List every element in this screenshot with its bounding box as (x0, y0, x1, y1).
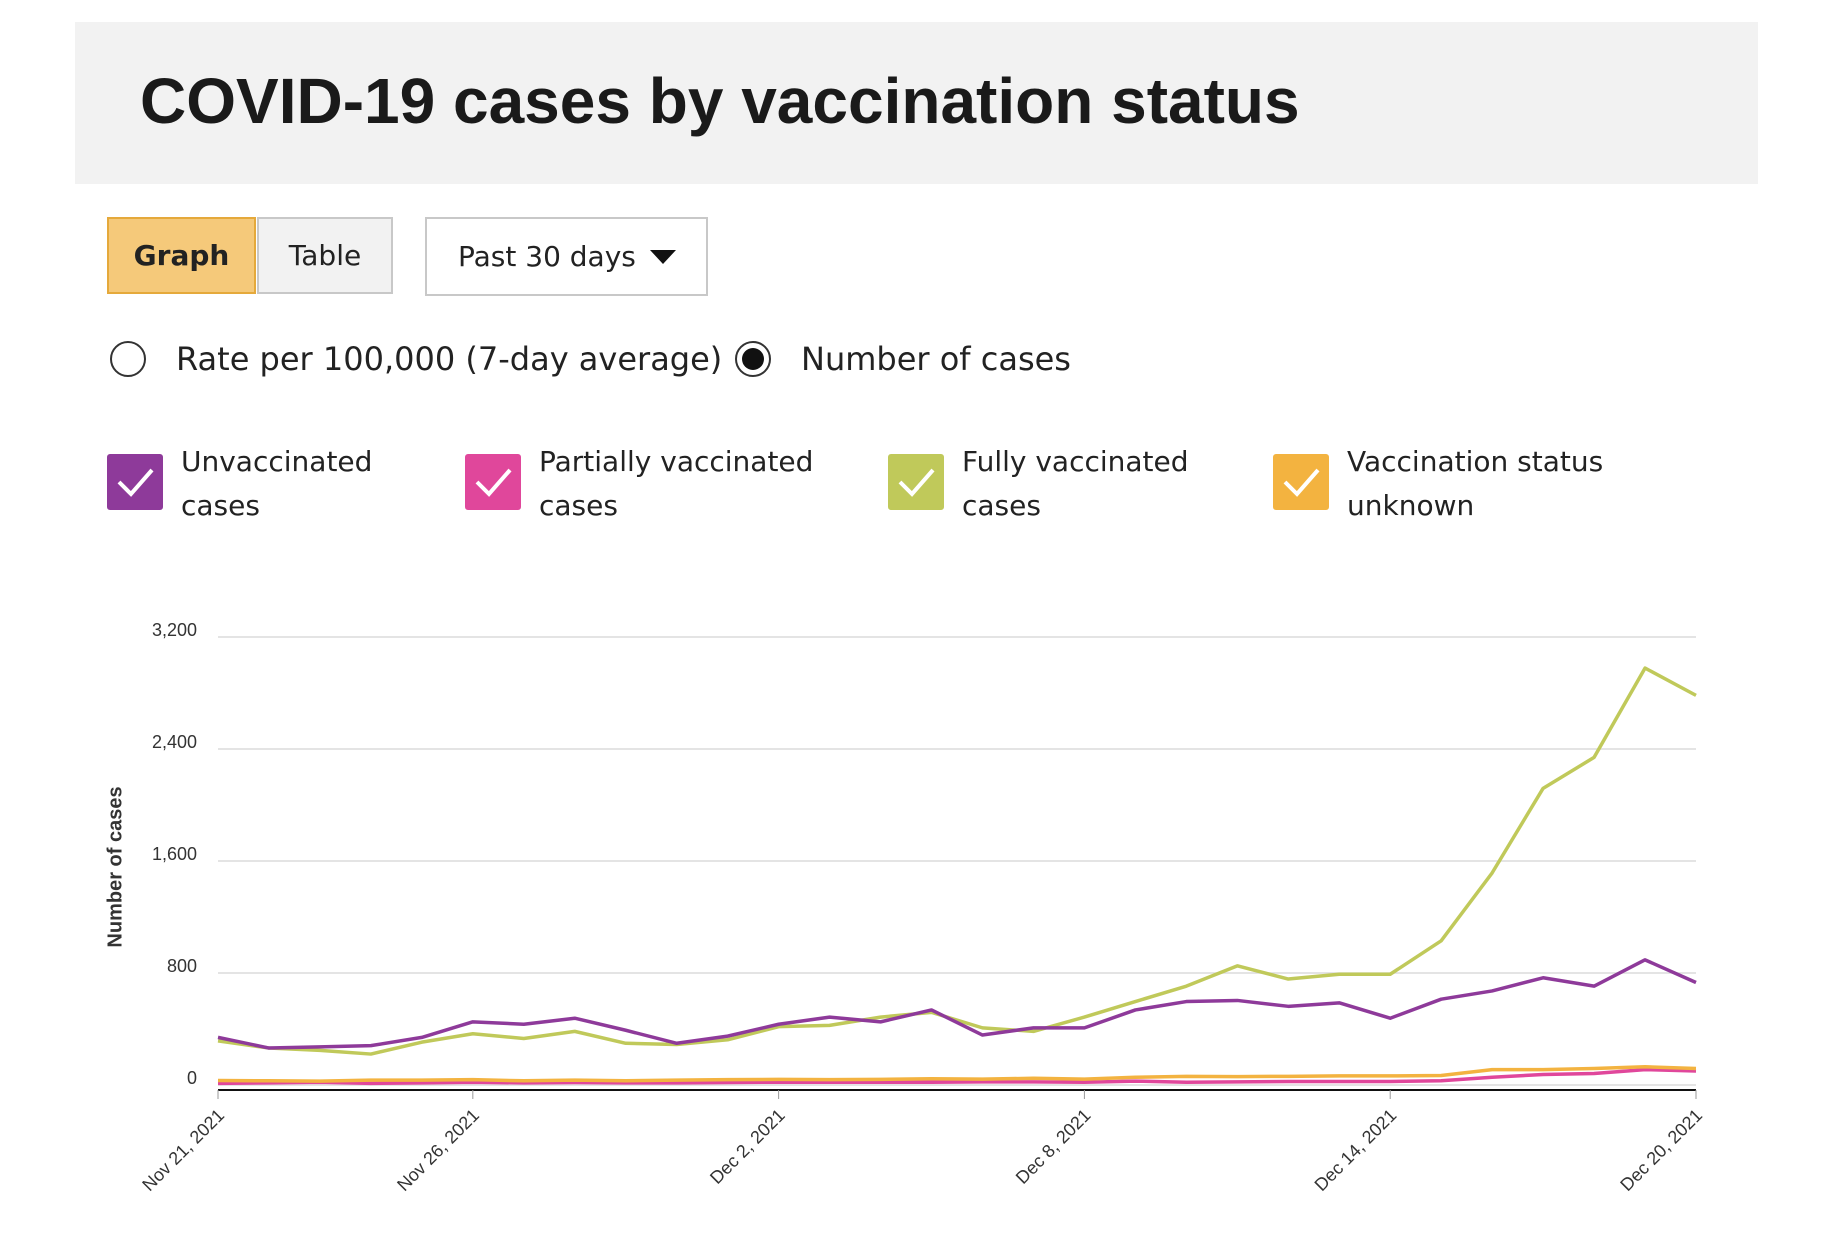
legend-item[interactable]: Partially vaccinated cases (465, 440, 819, 528)
view-button[interactable]: Table (257, 217, 393, 294)
y-axis-title: Number of cases (104, 786, 126, 947)
legend-item[interactable]: Vaccination status unknown (1273, 440, 1607, 528)
legend-swatch (107, 454, 163, 510)
radio-label: Number of cases (801, 340, 1071, 378)
x-tick-label: Dec 2, 2021 (706, 1105, 789, 1188)
y-tick-label: 0 (187, 1068, 197, 1088)
legend-label: Unvaccinated cases (181, 445, 373, 522)
legend-item[interactable]: Fully vaccinated cases (888, 440, 1192, 528)
radio-label: Rate per 100,000 (7-day average) (176, 340, 723, 378)
y-tick-label: 1,600 (152, 844, 197, 864)
dropdown-arrow (650, 250, 676, 264)
legend-label: Vaccination status unknown (1347, 445, 1604, 522)
series-line (217, 1067, 1697, 1086)
x-tick-label: Dec 20, 2021 (1616, 1105, 1706, 1195)
series-line (217, 666, 1697, 1056)
y-tick-label: 800 (167, 956, 197, 976)
radio-dot (735, 341, 771, 377)
range-dropdown[interactable]: Past 30 days (425, 217, 708, 296)
y-tick-label: 2,400 (152, 732, 197, 752)
mode-radio[interactable]: Number of cases (735, 340, 1071, 378)
x-tick-label: Dec 14, 2021 (1311, 1105, 1401, 1195)
series-line (217, 1065, 1697, 1083)
legend-swatch (888, 454, 944, 510)
header: COVID-19 cases by vaccination status (75, 22, 1758, 184)
range-label: Past 30 days (458, 240, 636, 273)
series-line (217, 958, 1697, 1050)
x-tick-label: Nov 26, 2021 (393, 1105, 483, 1195)
legend-label: Partially vaccinated cases (539, 445, 814, 522)
legend-item[interactable]: Unvaccinated cases (107, 440, 381, 528)
legend-label: Fully vaccinated cases (962, 445, 1189, 522)
chart-title: COVID-19 cases by vaccination status (140, 65, 1300, 137)
x-tick-label: Dec 8, 2021 (1012, 1105, 1095, 1188)
y-tick-label: 3,200 (152, 620, 197, 640)
view-button[interactable]: Graph (107, 217, 256, 294)
radio-dot (110, 341, 146, 377)
legend-swatch (1273, 454, 1329, 510)
legend-swatch (465, 454, 521, 510)
x-tick-label: Nov 21, 2021 (138, 1105, 228, 1195)
mode-radio[interactable]: Rate per 100,000 (7-day average) (110, 340, 722, 378)
